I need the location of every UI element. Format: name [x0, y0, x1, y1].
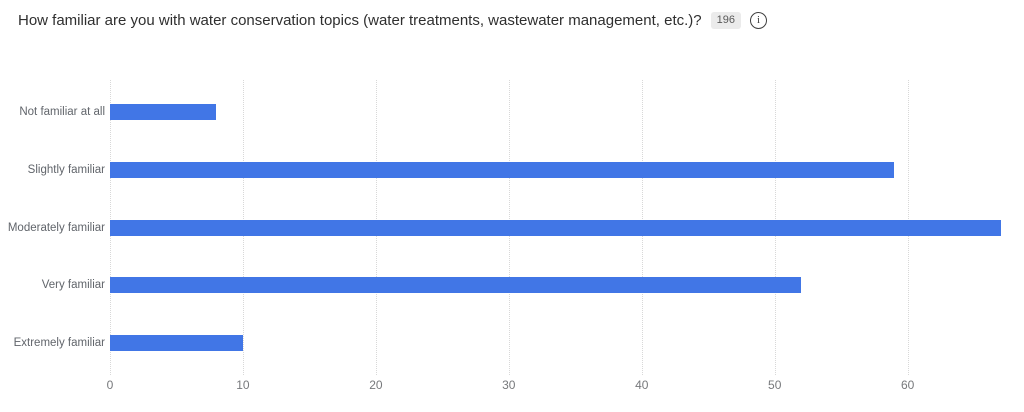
- bar-very-familiar[interactable]: [110, 277, 802, 294]
- x-tick-label: 20: [369, 378, 383, 392]
- x-tick-label: 40: [635, 378, 649, 392]
- x-tick-label: 50: [768, 378, 782, 392]
- category-label: Not familiar at all: [19, 106, 105, 118]
- plot-area: [110, 80, 1014, 375]
- category-label: Moderately familiar: [7, 221, 105, 234]
- bar-slightly-familiar[interactable]: [110, 161, 895, 178]
- response-count-badge: 196: [710, 12, 741, 29]
- category-label: Slightly familiar: [27, 163, 105, 176]
- x-tick-label: 10: [236, 378, 250, 392]
- bar-moderately-familiar[interactable]: [110, 219, 1001, 236]
- bar-extremely-familiar[interactable]: [110, 335, 243, 351]
- info-icon[interactable]: i: [749, 12, 767, 29]
- bar-not-familiar-at-all[interactable]: [110, 104, 217, 120]
- question-header: How familiar are you with water conserva…: [18, 12, 767, 29]
- x-tick-label: 60: [900, 378, 915, 392]
- x-tick-label: 30: [502, 378, 516, 392]
- category-label: Extremely familiar: [13, 337, 105, 349]
- x-tick-label: 0: [106, 378, 114, 392]
- question-title: How familiar are you with water conserva…: [18, 12, 702, 29]
- category-label: Very familiar: [41, 279, 105, 292]
